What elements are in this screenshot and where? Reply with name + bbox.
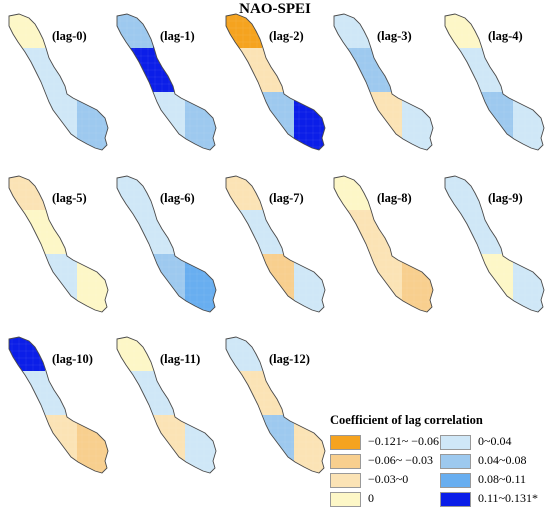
legend-swatch bbox=[330, 473, 361, 488]
upper-region bbox=[117, 44, 173, 92]
legend-swatch bbox=[330, 454, 361, 469]
basin-boundary bbox=[444, 13, 545, 151]
panel-label-lag-7: (lag-7) bbox=[269, 191, 304, 205]
basin-boundary bbox=[225, 13, 326, 151]
legend-swatch bbox=[330, 435, 361, 450]
basin-boundary bbox=[333, 175, 434, 313]
upper-region bbox=[9, 367, 65, 415]
upper-region bbox=[9, 44, 65, 92]
basin-boundary bbox=[8, 175, 109, 313]
basin-boundary bbox=[444, 175, 545, 313]
basin-boundary bbox=[225, 336, 326, 474]
legend-swatch bbox=[440, 473, 471, 488]
panel-label-lag-4: (lag-4) bbox=[488, 29, 523, 43]
basin-boundary bbox=[8, 336, 109, 474]
panel-label-lag-9: (lag-9) bbox=[488, 191, 523, 205]
upper-region bbox=[334, 206, 390, 254]
upper-region bbox=[226, 44, 282, 92]
upper-region bbox=[117, 206, 173, 254]
legend-swatch bbox=[440, 454, 471, 469]
basin-boundary bbox=[116, 13, 217, 151]
legend-label: −0.03~0 bbox=[368, 472, 409, 486]
panel-label-lag-1: (lag-1) bbox=[160, 29, 195, 43]
legend-title: Coefficient of lag correlation bbox=[330, 413, 483, 427]
upper-region bbox=[445, 206, 501, 254]
panel-label-lag-6: (lag-6) bbox=[160, 191, 195, 205]
basin-boundary bbox=[225, 175, 326, 313]
basin-boundary bbox=[8, 13, 109, 151]
legend-label: −0.121~ −0.06 bbox=[368, 434, 440, 448]
upper-region bbox=[334, 44, 390, 92]
legend-swatch bbox=[440, 435, 471, 450]
panel-label-lag-10: (lag-10) bbox=[52, 352, 93, 366]
upper-region bbox=[445, 44, 501, 92]
legend-label: 0~0.04 bbox=[478, 434, 512, 448]
legend-label: 0.08~0.11 bbox=[478, 472, 527, 486]
upper-region bbox=[9, 206, 65, 254]
basin-boundary bbox=[116, 175, 217, 313]
legend-label: 0.11~0.131* bbox=[478, 491, 539, 505]
panel-label-lag-8: (lag-8) bbox=[377, 191, 412, 205]
panel-label-lag-0: (lag-0) bbox=[52, 29, 87, 43]
legend-label: 0.04~0.08 bbox=[478, 453, 527, 467]
panel-label-lag-5: (lag-5) bbox=[52, 191, 87, 205]
panel-label-lag-11: (lag-11) bbox=[160, 352, 201, 366]
basin-boundary bbox=[116, 336, 217, 474]
legend-swatch bbox=[330, 492, 361, 507]
panel-label-lag-2: (lag-2) bbox=[269, 29, 304, 43]
legend-swatch bbox=[440, 492, 471, 507]
upper-region bbox=[117, 367, 173, 415]
panel-label-lag-3: (lag-3) bbox=[377, 29, 412, 43]
basin-boundary bbox=[333, 13, 434, 151]
legend-label: 0 bbox=[368, 491, 374, 505]
legend-label: −0.06~ −0.03 bbox=[368, 453, 434, 467]
figure-title: NAO-SPEI bbox=[239, 1, 311, 17]
panel-label-lag-12: (lag-12) bbox=[269, 352, 310, 366]
upper-region bbox=[226, 206, 282, 254]
upper-region bbox=[226, 367, 282, 415]
